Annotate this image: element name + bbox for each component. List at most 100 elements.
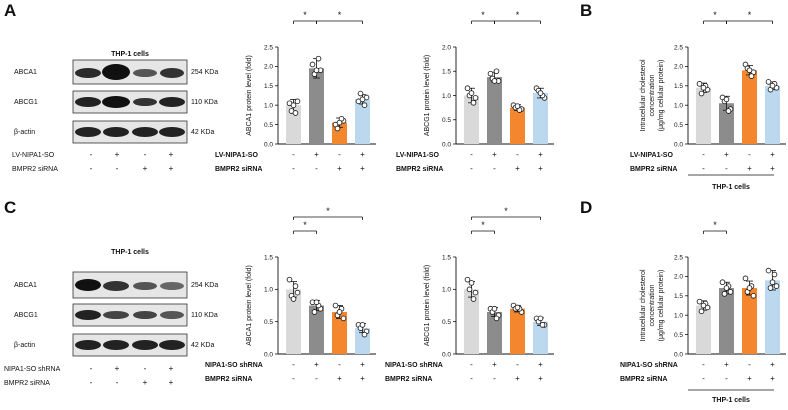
bar-chart-abcg1-overexpression: 0.0 0.5 1.0 1.5 2.0 ABCG1 protein level (fold… [396, 10, 554, 173]
panel-letter-b: B [580, 1, 592, 20]
blot-c-band [75, 340, 101, 350]
bar [309, 305, 324, 354]
y-tick-label: 0.0 [674, 141, 683, 148]
blot-c-size-abcg1: 110 KDa [191, 312, 218, 319]
treatment-sign: - [493, 164, 496, 173]
treatment-sign: - [470, 360, 473, 369]
blot-a-band [133, 69, 157, 77]
blot-c-treatment-2: BMPR2 siRNA [4, 380, 50, 387]
y-tick-label: 1.0 [674, 313, 683, 320]
data-point [470, 99, 477, 106]
data-point [700, 84, 707, 91]
y-tick-label: 0.5 [264, 122, 273, 129]
bar [719, 103, 734, 144]
treatment-sign: + [515, 164, 520, 173]
blot-c-band [133, 282, 157, 290]
data-point [696, 81, 703, 87]
blot-a-size-actin: 42 KDa [191, 129, 214, 136]
treatment-label: BMPR2 siRNA [630, 166, 677, 173]
significance-star: * [303, 220, 307, 230]
treatment-sign: - [315, 374, 318, 383]
data-point [470, 296, 477, 302]
bar [742, 288, 757, 354]
blot-c-band [103, 340, 129, 350]
treatment-sign: - [748, 150, 751, 159]
bar [533, 93, 548, 144]
treatment-sign: - [516, 360, 519, 369]
data-point [721, 291, 728, 297]
y-tick-label: 0.5 [674, 332, 683, 339]
blot-c-band [103, 311, 129, 319]
blot-a-band [160, 68, 184, 78]
significance-star: * [303, 10, 307, 20]
data-point [493, 68, 500, 75]
y-tick-label: 1.5 [442, 254, 451, 261]
treatment-sign: + [515, 374, 520, 383]
treatment-sign: - [470, 164, 473, 173]
blot-c-sign: - [90, 364, 93, 373]
y-axis-label: ABCG1 protein level (fold) [424, 55, 431, 136]
data-point [286, 276, 293, 283]
data-point [361, 331, 368, 338]
treatment-sign: + [538, 374, 543, 383]
blot-a-protein-abcg1: ABCG1 [14, 99, 38, 106]
treatment-sign: - [470, 374, 473, 383]
treatment-sign: + [770, 164, 775, 173]
data-point [309, 61, 316, 68]
bar [286, 289, 301, 354]
data-point [466, 286, 473, 293]
data-point [514, 103, 521, 109]
treatment-sign: - [470, 150, 473, 159]
data-point [468, 90, 475, 96]
panel-letter-c: C [4, 198, 16, 217]
data-point [765, 267, 772, 274]
y-tick-label: 0.5 [442, 319, 451, 326]
blot-a-title: THP-1 cells [111, 51, 149, 58]
data-point [491, 305, 498, 312]
y-tick-label: 2.0 [674, 64, 683, 71]
cells-label-d: THP-1 cells [712, 397, 750, 404]
western-blot-a: THP-1 cells ABCA1 ABCG1 β-actin 254 KDa … [12, 51, 218, 173]
data-point [311, 309, 318, 315]
data-point [332, 302, 339, 309]
significance-star: * [516, 10, 520, 20]
blot-c-sign: + [169, 378, 174, 387]
bar [533, 321, 548, 354]
bar [309, 68, 324, 144]
treatment-sign: - [748, 360, 751, 369]
data-point [464, 85, 471, 92]
blot-a-sign: + [143, 164, 148, 173]
bar-chart-cholesterol-overexpression: 0.0 0.5 1.0 1.5 2.0 2.5 Intracellular choleste… [630, 10, 786, 173]
blot-a-sign: - [90, 150, 93, 159]
y-axis-label: Intracellular cholesterol [640, 269, 647, 341]
significance-star: * [748, 10, 752, 20]
y-tick-label: 1.5 [442, 69, 451, 76]
data-point [313, 299, 320, 306]
data-point [539, 322, 546, 328]
data-point [292, 283, 299, 289]
data-point [292, 110, 299, 116]
treatment-sign: + [360, 374, 365, 383]
bar-chart-abca1-overexpression: 0.0 0.5 1.0 1.5 2.0 2.5 ABCA1 protein level (f… [215, 10, 376, 173]
data-point [696, 298, 703, 305]
blot-c-sign: + [143, 378, 148, 387]
data-point [334, 125, 341, 132]
blot-c-protein-abcg1: ABCG1 [14, 312, 38, 319]
y-tick-label: 2.5 [674, 254, 683, 261]
blot-a-band [75, 97, 101, 107]
significance-star: * [713, 10, 717, 20]
treatment-sign: + [724, 360, 729, 369]
y-tick-label: 1.5 [674, 83, 683, 90]
significance-star: * [326, 206, 330, 216]
data-point [700, 302, 707, 309]
data-point [472, 289, 479, 296]
y-axis-label: (μg/mg cellular protein) [658, 60, 665, 132]
significance-star: * [713, 220, 717, 230]
y-axis-label: ABCA1 protein level (fold) [246, 265, 253, 346]
treatment-label: BMPR2 siRNA [396, 166, 443, 173]
treatment-sign: + [770, 374, 775, 383]
blot-a-band [75, 68, 101, 78]
data-point [359, 322, 366, 328]
blot-c-sign: - [116, 378, 119, 387]
bar [719, 288, 734, 354]
